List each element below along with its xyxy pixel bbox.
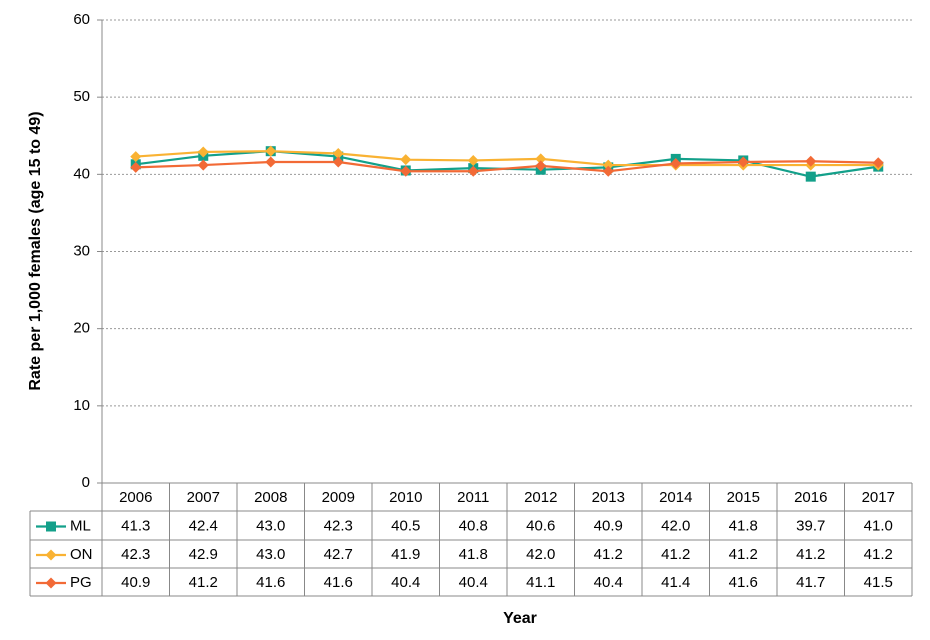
table-value: 41.2 <box>594 546 623 563</box>
y-tick-label: 40 <box>73 165 90 182</box>
data-point <box>130 151 142 163</box>
x-tick-label: 2014 <box>659 489 692 506</box>
legend-marker <box>45 577 57 589</box>
data-point <box>400 165 412 177</box>
table-value: 41.8 <box>729 517 758 534</box>
x-tick-label: 2016 <box>794 489 827 506</box>
table-value: 41.5 <box>864 574 893 591</box>
data-point <box>535 153 547 165</box>
x-tick-label: 2012 <box>524 489 557 506</box>
table-value: 41.1 <box>526 574 555 591</box>
x-tick-label: 2017 <box>862 489 895 506</box>
table-value: 40.9 <box>121 574 150 591</box>
data-point <box>197 159 209 171</box>
table-value: 41.6 <box>256 574 285 591</box>
legend-label: ON <box>70 546 93 563</box>
data-point <box>332 147 344 159</box>
table-value: 41.0 <box>864 517 893 534</box>
legend-label: ML <box>70 517 91 534</box>
table-value: 41.6 <box>324 574 353 591</box>
table-value: 41.2 <box>729 546 758 563</box>
table-value: 42.9 <box>189 546 218 563</box>
table-value: 41.2 <box>661 546 690 563</box>
data-point <box>400 154 412 166</box>
table-value: 42.4 <box>189 517 218 534</box>
table-value: 43.0 <box>256 546 285 563</box>
x-tick-label: 2015 <box>727 489 760 506</box>
table-value: 41.2 <box>796 546 825 563</box>
data-point <box>670 158 682 170</box>
data-point <box>602 165 614 177</box>
table-value: 42.7 <box>324 546 353 563</box>
y-tick-label: 0 <box>82 474 90 491</box>
table-value: 42.0 <box>526 546 555 563</box>
data-point <box>805 171 816 182</box>
table-value: 40.9 <box>594 517 623 534</box>
legend-label: PG <box>70 574 92 591</box>
data-point <box>265 145 277 157</box>
x-tick-label: 2011 <box>457 489 489 506</box>
table-value: 41.2 <box>189 574 218 591</box>
table-value: 42.3 <box>121 546 150 563</box>
data-point <box>805 155 817 167</box>
table-value: 41.9 <box>391 546 420 563</box>
table-value: 40.4 <box>459 574 488 591</box>
table-value: 41.2 <box>864 546 893 563</box>
data-point <box>265 156 277 168</box>
data-point <box>602 159 614 171</box>
data-point <box>130 161 142 173</box>
y-axis-title: Rate per 1,000 females (age 15 to 49) <box>27 111 44 390</box>
y-tick-label: 30 <box>73 242 90 259</box>
table-value: 42.3 <box>324 517 353 534</box>
x-tick-label: 2013 <box>592 489 625 506</box>
table-value: 40.4 <box>391 574 420 591</box>
legend-marker <box>45 549 57 561</box>
table-value: 40.8 <box>459 517 488 534</box>
legend-marker <box>46 521 56 532</box>
data-point <box>332 156 344 168</box>
x-tick-label: 2007 <box>187 489 220 506</box>
y-tick-label: 10 <box>73 397 90 414</box>
table-value: 43.0 <box>256 517 285 534</box>
data-point <box>737 156 749 168</box>
table-value: 40.6 <box>526 517 555 534</box>
table-value: 41.3 <box>121 517 150 534</box>
data-point <box>467 154 479 166</box>
data-point <box>872 157 884 169</box>
x-tick-label: 2010 <box>389 489 422 506</box>
table-value: 41.7 <box>796 574 825 591</box>
table-value: 42.0 <box>661 517 690 534</box>
y-tick-label: 20 <box>73 320 90 337</box>
series-line <box>135 160 879 173</box>
table-value: 39.7 <box>796 517 825 534</box>
data-point <box>197 146 209 158</box>
table-value: 41.4 <box>661 574 690 591</box>
data-point <box>467 165 479 177</box>
series-line <box>135 150 879 167</box>
y-tick-label: 50 <box>73 88 90 105</box>
data-point <box>535 160 547 172</box>
table-value: 41.8 <box>459 546 488 563</box>
table-value: 41.6 <box>729 574 758 591</box>
x-axis-title: Year <box>503 610 537 627</box>
x-tick-label: 2008 <box>254 489 287 506</box>
x-tick-label: 2009 <box>322 489 355 506</box>
x-tick-label: 2006 <box>119 489 152 506</box>
table-value: 40.4 <box>594 574 623 591</box>
y-tick-label: 60 <box>73 11 90 28</box>
table-value: 40.5 <box>391 517 420 534</box>
